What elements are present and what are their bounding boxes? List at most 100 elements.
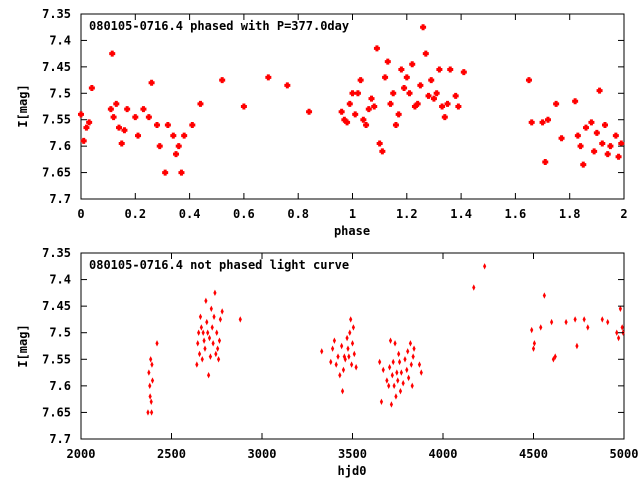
data-point: [483, 263, 487, 270]
data-point: [433, 90, 440, 97]
data-point: [615, 329, 619, 336]
data-point: [612, 132, 619, 139]
data-point: [350, 340, 355, 347]
data-point: [607, 143, 614, 150]
data-point: [430, 95, 437, 102]
data-point: [284, 82, 291, 89]
data-point: [149, 409, 154, 416]
y-axis-label-unphased: I[mag]: [16, 324, 30, 367]
data-point: [396, 377, 400, 384]
y-ticks-unphased: 7.35 7.4 7.45 7.5 7.55 7.6 7.65 7.7: [42, 246, 624, 446]
data-point: [393, 340, 397, 347]
data-point: [444, 100, 451, 107]
data-point: [146, 409, 150, 416]
x-tick-label: 1.8: [559, 207, 581, 221]
data-point: [346, 100, 353, 107]
data-point: [344, 119, 351, 126]
data-point: [544, 116, 551, 123]
data-point: [113, 100, 120, 107]
data-point: [401, 380, 405, 387]
data-point: [408, 340, 413, 347]
data-point: [365, 106, 372, 113]
data-point: [390, 90, 397, 97]
y-tick-label: 7.35: [42, 246, 71, 260]
data-point: [574, 132, 581, 139]
data-point: [338, 108, 345, 115]
data-point: [616, 334, 621, 342]
data-point: [593, 129, 600, 136]
data-point: [173, 151, 180, 158]
data-point: [410, 382, 414, 390]
data-point: [573, 316, 577, 323]
y-tick-label: 7.4: [49, 273, 71, 287]
data-point: [381, 366, 385, 374]
data-point: [460, 69, 467, 76]
data-point: [162, 169, 169, 176]
data-point: [354, 90, 361, 97]
data-point: [210, 324, 214, 331]
x-tick-label: 1.2: [396, 207, 418, 221]
data-point: [340, 342, 344, 350]
data-point: [147, 369, 151, 376]
data-point: [379, 398, 384, 405]
data-point: [329, 358, 333, 366]
data-point: [206, 329, 210, 336]
data-point: [452, 92, 459, 99]
data-point: [80, 137, 87, 144]
data-point: [395, 369, 399, 376]
x-tick-label: 0.6: [233, 207, 255, 221]
data-point: [216, 356, 221, 363]
data-point: [601, 122, 608, 128]
chart-unphased: 080105-0716.4 not phased light curve 200…: [16, 246, 638, 478]
data-point: [175, 143, 182, 150]
data-point: [306, 108, 313, 115]
data-point: [218, 316, 222, 323]
data-point: [441, 114, 448, 121]
data-point: [207, 372, 211, 379]
data-point: [124, 106, 131, 113]
data-point: [156, 143, 163, 150]
y-tick-label: 7.65: [42, 166, 71, 180]
title-phased: 080105-0716.4 phased with P=377.0day: [89, 19, 349, 33]
y-tick-label: 7.5: [49, 86, 71, 100]
data-point: [346, 345, 350, 352]
data-point: [417, 361, 422, 368]
data-point: [352, 111, 359, 118]
data-point: [436, 66, 443, 73]
data-point: [371, 103, 378, 110]
data-point: [368, 95, 375, 102]
x-tick-label: 0.8: [287, 207, 309, 221]
data-point: [398, 387, 403, 395]
data-point: [384, 58, 391, 65]
data-point: [588, 119, 595, 126]
x-axis-label-phased: phase: [334, 224, 370, 238]
data-point: [195, 361, 199, 368]
data-point: [148, 393, 152, 400]
data-point: [401, 85, 408, 91]
data-point: [539, 119, 546, 126]
data-point: [204, 297, 208, 305]
data-point: [553, 353, 557, 360]
x-tick-label: 4000: [429, 447, 458, 461]
data-point: [406, 348, 410, 355]
y-tick-label: 7.7: [49, 432, 71, 446]
data-point: [390, 372, 394, 379]
data-point: [132, 114, 139, 121]
data-point: [388, 364, 392, 371]
data-point: [376, 140, 383, 147]
data-point: [553, 100, 560, 107]
data-point: [420, 24, 427, 31]
data-point: [118, 140, 125, 147]
x-axis-label-unphased: hjd0: [338, 464, 367, 478]
data-point: [406, 90, 413, 97]
data-point: [387, 100, 394, 107]
data-point: [615, 153, 622, 160]
data-point: [211, 340, 215, 347]
data-point: [196, 340, 200, 347]
data-point: [550, 318, 554, 326]
data-point: [336, 353, 340, 360]
data-point: [341, 366, 346, 374]
x-tick-label: 2500: [157, 447, 186, 461]
data-point: [391, 358, 395, 366]
data-point: [582, 124, 589, 131]
